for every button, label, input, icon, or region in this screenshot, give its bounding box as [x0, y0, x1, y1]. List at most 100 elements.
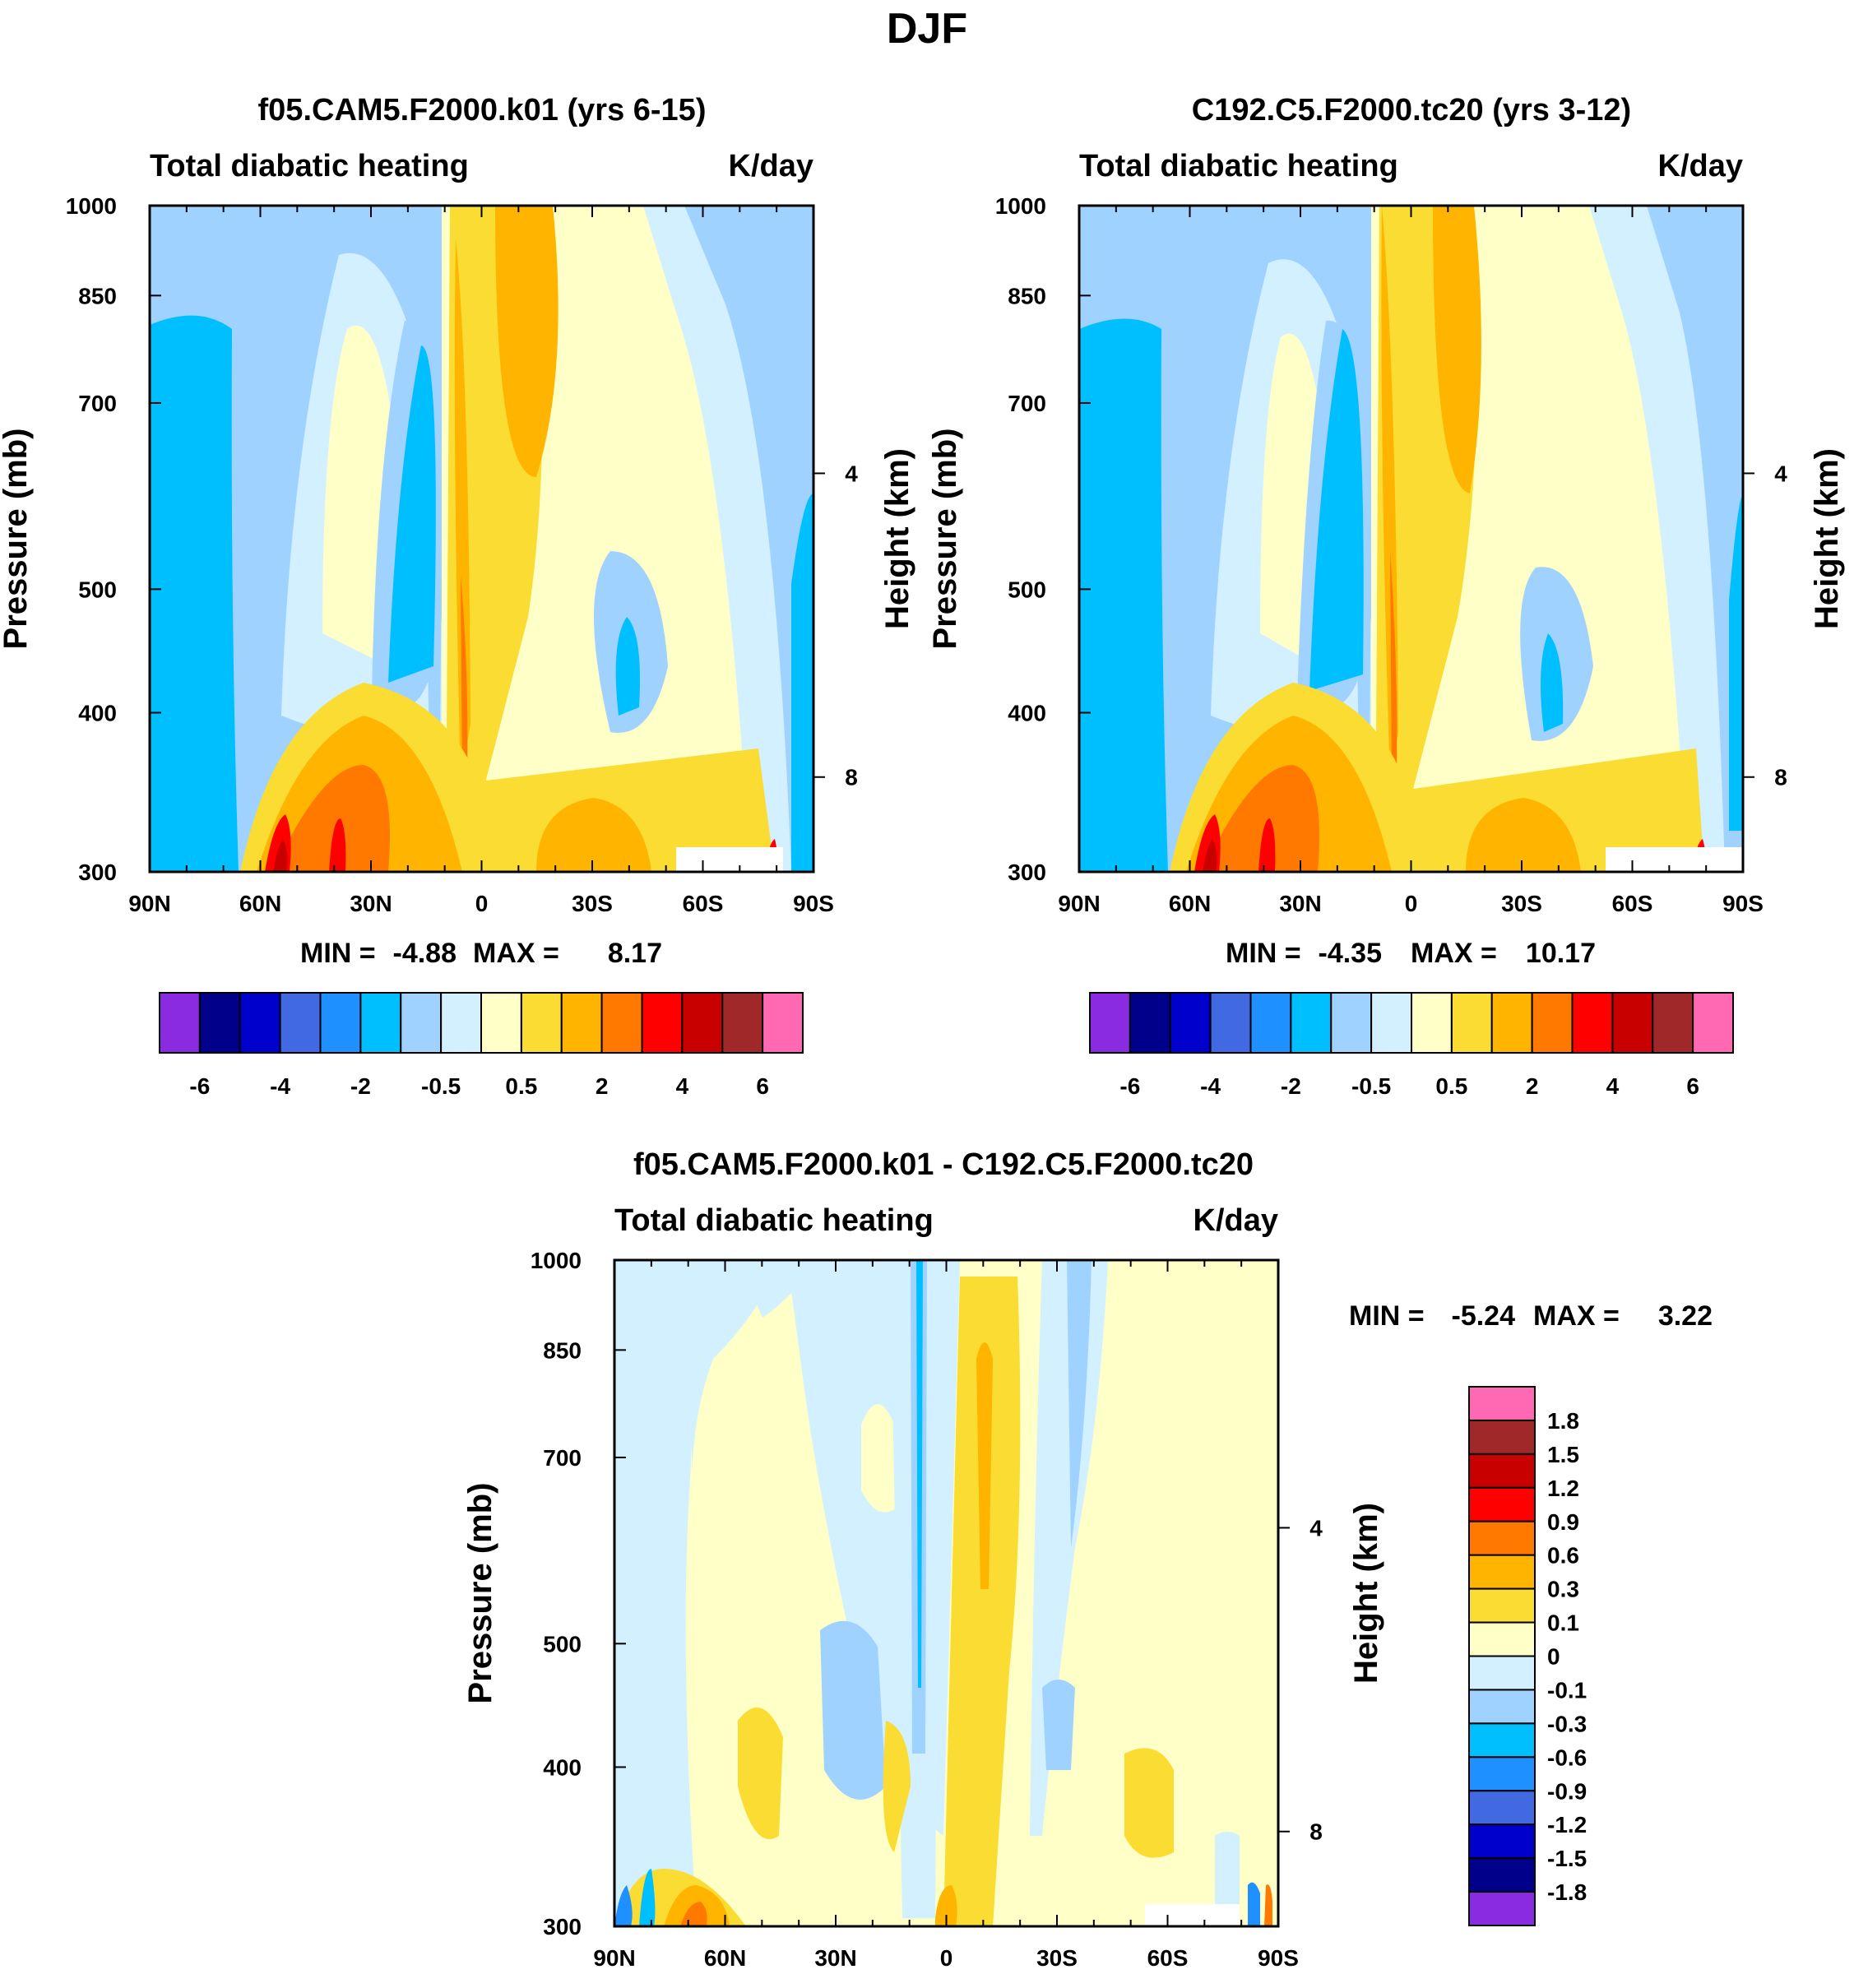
colorbar-box [1468, 1756, 1536, 1792]
field-region [861, 1404, 898, 1513]
panel-2-left-string: Total diabatic heating [1079, 149, 1398, 183]
height-tick-label: 4 [1774, 461, 1787, 486]
x-tick-label: 60S [1147, 1945, 1189, 1971]
panel-2-max-label: MAX = [1411, 938, 1497, 969]
colorbar-box [279, 992, 322, 1054]
colorbar-box [520, 992, 563, 1054]
panel-3-max-label: MAX = [1533, 1300, 1620, 1332]
panel-1-right-string: K/day [729, 149, 813, 183]
colorbar-box [1692, 992, 1734, 1054]
colorbar-label: -2 [1281, 1073, 1301, 1099]
panel-2-title: C192.C5.F2000.tc20 (yrs 3-12) [1192, 93, 1631, 127]
field-region [495, 206, 559, 477]
panel-3-stats: MIN = -5.24 MAX = 3.22 [1349, 1300, 1713, 1332]
colorbar-box [359, 992, 402, 1054]
panel-1-stats: MIN = -4.88 MAX = 8.17 [300, 938, 662, 969]
y-tick-label: 400 [1008, 700, 1046, 725]
colorbar-label: -1.2 [1547, 1812, 1587, 1837]
colorbar-label: 0 [1547, 1644, 1560, 1670]
y-axis-right-label: Height (km) [1809, 448, 1845, 629]
field-region [329, 818, 346, 872]
x-tick-label: 30S [572, 891, 613, 916]
colorbar-box [1468, 1419, 1536, 1455]
y-axis-label: Pressure (mb) [462, 1483, 498, 1704]
colorbar-box [641, 992, 684, 1054]
field-region [820, 1620, 886, 1800]
x-tick-label: 0 [940, 1945, 953, 1971]
colorbar-box [1468, 1587, 1536, 1624]
colorbar-label: -4 [270, 1073, 290, 1099]
field-region [1541, 633, 1564, 732]
colorbar-box [1468, 1621, 1536, 1657]
colorbar-box [1249, 992, 1292, 1054]
colorbar-box [1571, 992, 1614, 1054]
panel-2-colorbar: -6 -4 -2 -0.5 0.5 2 4 6 [1089, 992, 1734, 1099]
panel-2-stats: MIN = -4.35 MAX = 10.17 [1226, 938, 1596, 969]
colorbar-box [762, 992, 804, 1054]
y-tick-label: 500 [543, 1631, 582, 1657]
y-axis-label: Pressure (mb) [927, 429, 963, 650]
field-region [639, 1869, 656, 1926]
colorbar-box [1468, 1790, 1536, 1826]
field-region [614, 1885, 633, 1926]
panel-1: f05.CAM5.F2000.k01 (yrs 6-15) Total diab… [0, 93, 915, 1099]
height-tick-label: 8 [845, 765, 858, 790]
colorbar-box [1290, 992, 1333, 1054]
colorbar-box [1468, 1689, 1536, 1725]
x-tick-label: 30N [350, 891, 392, 916]
field-region [943, 1277, 1021, 1926]
x-tick-label: 90N [128, 891, 170, 916]
colorbar-label: -0.6 [1547, 1745, 1587, 1770]
field-region [738, 1708, 783, 1839]
y-tick-label: 400 [78, 700, 117, 725]
colorbar-box [1490, 992, 1533, 1054]
panel-3: f05.CAM5.F2000.k01 - C192.C5.F2000.tc20 … [462, 1147, 1713, 1971]
y-tick-label: 300 [543, 1914, 582, 1939]
y-tick-label: 300 [78, 860, 117, 885]
colorbar-box [440, 992, 482, 1054]
panel-1-max-label: MAX = [473, 938, 559, 969]
colorbar-label: -0.5 [1351, 1073, 1391, 1099]
field-region [1729, 494, 1743, 831]
colorbar-box [1411, 992, 1453, 1054]
colorbar-box [1089, 992, 1131, 1054]
colorbar-label: -1.5 [1547, 1846, 1587, 1871]
missing-data [1145, 1904, 1240, 1926]
field-region [273, 839, 288, 872]
panel-3-right-string: K/day [1194, 1203, 1278, 1238]
colorbar-label: -0.1 [1547, 1677, 1587, 1703]
colorbar-box [319, 992, 362, 1054]
y-tick-label: 500 [1008, 577, 1046, 602]
x-tick-label: 0 [475, 891, 489, 916]
x-tick-label: 0 [1405, 891, 1418, 916]
field-region [1433, 206, 1481, 494]
panel-3-title: f05.CAM5.F2000.k01 - C192.C5.F2000.tc20 [633, 1147, 1254, 1182]
field-region [1647, 206, 1743, 872]
colorbar-box [1450, 992, 1493, 1054]
panel-1-axes: 90N 60N 30N 0 30S 60S 90S 300 400 500 700 850 1000 8 4… [0, 193, 915, 916]
y-axis-right-label: Height (km) [879, 448, 915, 629]
field-region [916, 1260, 923, 1688]
colorbar-label: 2 [596, 1073, 609, 1099]
panel-1-min-value: -4.88 [393, 938, 457, 969]
panel-1-colorbar: -6 -4 -2 -0.5 0.5 2 4 6 [159, 992, 804, 1099]
field-region [1390, 551, 1397, 781]
height-tick-label: 4 [845, 461, 858, 486]
y-tick-label: 1000 [531, 1248, 582, 1273]
colorbar-label: 0.9 [1547, 1509, 1579, 1535]
colorbar-box [1330, 992, 1373, 1054]
colorbar-label: -0.5 [421, 1073, 461, 1099]
y-tick-label: 400 [543, 1754, 582, 1780]
panel-2: C192.C5.F2000.tc20 (yrs 3-12) Total diab… [927, 93, 1845, 1099]
panel-1-left-string: Total diabatic heating [150, 149, 469, 183]
colorbar-label: 0.3 [1547, 1577, 1579, 1602]
height-tick-label: 4 [1309, 1515, 1323, 1541]
field-region [388, 345, 436, 683]
colorbar-box [1468, 1891, 1536, 1926]
colorbar-label: -2 [350, 1073, 371, 1099]
colorbar-box [159, 992, 201, 1054]
panel-2-right-string: K/day [1658, 149, 1743, 183]
colorbar-box [721, 992, 764, 1054]
x-tick-label: 60N [239, 891, 281, 916]
colorbar-box [1468, 1486, 1536, 1522]
